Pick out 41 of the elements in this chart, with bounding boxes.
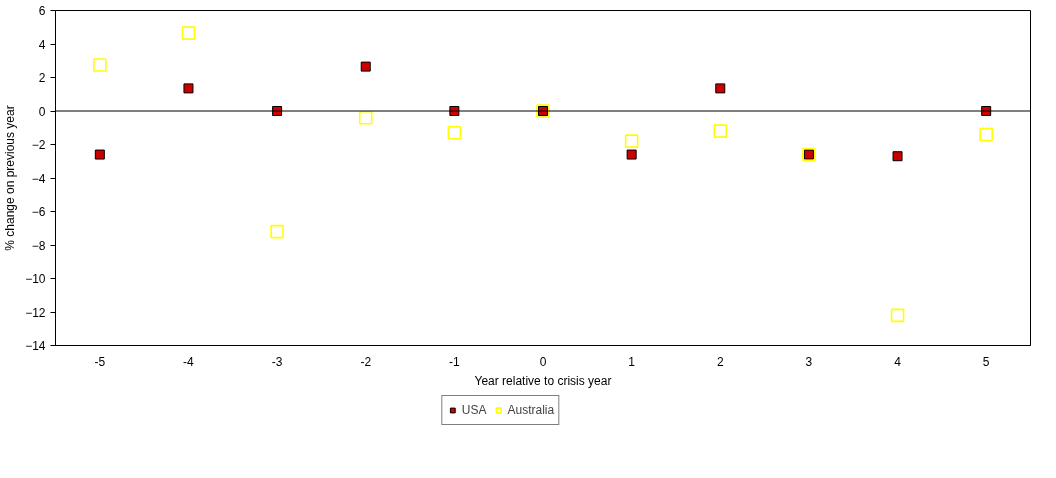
y-axis-title: % change on previous year: [3, 105, 18, 251]
x-tick-label: 0: [539, 354, 547, 369]
point: [624, 134, 639, 148]
point: [979, 127, 993, 142]
point: [626, 149, 637, 160]
y-tick-label: −6: [31, 205, 46, 219]
y-tick-label: 0: [38, 104, 46, 119]
x-tick-label: -2: [360, 354, 372, 369]
point: [181, 26, 196, 40]
y-tick-label: −4: [31, 171, 46, 186]
x-tick-label: -3: [271, 354, 283, 369]
point: [94, 149, 105, 160]
point: [892, 151, 903, 162]
x-tick-label: 1: [628, 354, 636, 369]
x-tick-label: 4: [894, 354, 902, 369]
legend-label: USA: [461, 403, 487, 417]
point: [715, 83, 726, 94]
y-tick-label: −12: [25, 305, 46, 320]
point: [360, 61, 371, 72]
y-tick-label: 6: [38, 4, 46, 18]
x-tick-label: 5: [982, 354, 990, 369]
point: [93, 58, 107, 72]
x-tick-label: -4: [183, 354, 195, 369]
point: [183, 83, 194, 94]
point: [890, 308, 905, 323]
point: [713, 124, 728, 138]
y-tick-label: 4: [38, 37, 46, 52]
y-tick-label: −2: [31, 138, 46, 152]
y-tick-label: −10: [25, 272, 46, 286]
y-tick-label: −14: [25, 339, 46, 353]
point: [358, 110, 373, 125]
y-tick-label: −8: [31, 238, 46, 253]
legend-label: Australia: [507, 403, 555, 417]
point: [447, 125, 462, 140]
x-tick-label: -1: [449, 354, 461, 369]
x-tick-label: 2: [716, 354, 724, 369]
point: [270, 224, 284, 239]
x-tick-label: 3: [805, 354, 813, 369]
y-tick-label: 2: [38, 71, 46, 85]
x-tick-label: -5: [94, 354, 106, 369]
x-axis-title: Year relative to crisis year: [474, 373, 612, 388]
